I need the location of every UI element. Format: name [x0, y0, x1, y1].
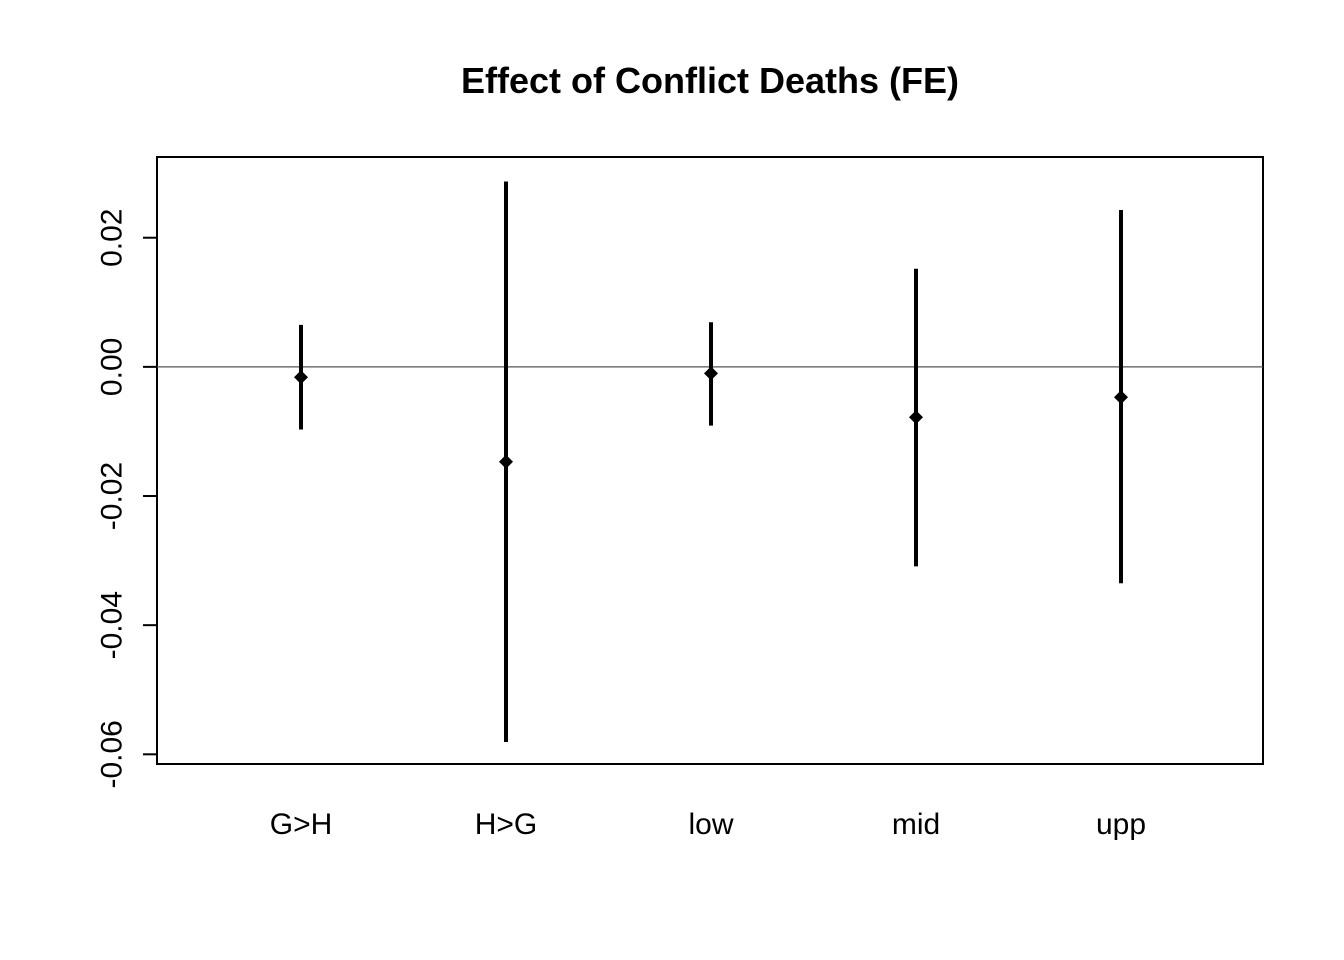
y-tick-label: 0.00 [96, 338, 129, 396]
y-tick-label: -0.04 [96, 591, 129, 659]
y-tick-label: -0.06 [96, 720, 129, 788]
point-estimate [499, 454, 513, 469]
y-tick-label: -0.02 [96, 462, 129, 530]
x-tick-label: low [688, 808, 733, 841]
plot-area: -0.06 -0.04 -0.02 0.00 0.02 G>H H>G low mid upp [96, 156, 1264, 841]
point-estimate [294, 370, 308, 385]
x-tick-label: G>H [270, 808, 333, 841]
point-estimate [909, 410, 923, 425]
x-tick-label: H>G [475, 808, 538, 841]
x-tick-label: upp [1096, 808, 1146, 841]
y-tick-label: 0.02 [96, 209, 129, 267]
chart-title: Effect of Conflict Deaths (FE) [461, 60, 959, 101]
plot-frame [156, 156, 1264, 765]
point-estimate [1114, 390, 1128, 405]
point-estimate [704, 366, 718, 381]
x-tick-label: mid [892, 808, 940, 841]
